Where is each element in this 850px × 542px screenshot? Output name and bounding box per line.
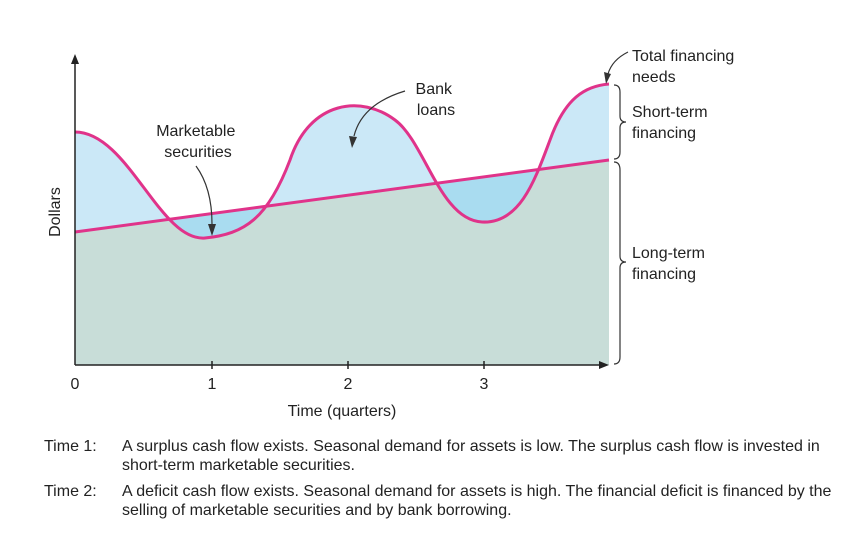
caption-list: Time 1: A surplus cash flow exists. Seas… (44, 437, 844, 527)
caption-time-2-text: A deficit cash flow exists. Seasonal dem… (122, 483, 832, 519)
total-financing-needs-curve (74, 82, 610, 240)
bank-loans-arrowhead (349, 136, 357, 148)
marketable-securities-pointer (195, 165, 213, 225)
x-axis-title: Time (quarters) (288, 403, 397, 420)
y-axis-title: Dollars (47, 187, 64, 237)
total-financing-needs-label: Total financing needs (632, 48, 739, 86)
short-term-brace (613, 84, 627, 160)
caption-time-2-label: Time 2: (44, 483, 97, 500)
caption-time-1-text: A surplus cash flow exists. Seasonal dem… (122, 438, 820, 474)
caption-time-1: Time 1: A surplus cash flow exists. Seas… (44, 437, 844, 475)
bank-loans-pointer (353, 90, 406, 137)
x-tick-label-0: 0 (71, 376, 80, 393)
x-tick-label-3: 3 (480, 376, 489, 393)
long-term-brace (613, 161, 627, 365)
y-axis-arrow (71, 54, 79, 64)
total-financing-needs-pointer (607, 51, 629, 75)
total-financing-needs-arrowhead (604, 72, 611, 84)
short-term-financing-label: Short-term financing (632, 104, 712, 142)
bank-loans-label: Bank loans (416, 81, 457, 119)
x-tick-label-1: 1 (208, 376, 217, 393)
caption-time-1-label: Time 1: (44, 438, 97, 455)
axes (71, 54, 609, 369)
long-term-financing-label: Long-term financing (632, 245, 709, 283)
marketable-securities-label: Marketable securities (156, 123, 240, 161)
x-axis-arrow (599, 361, 609, 369)
caption-time-2: Time 2: A deficit cash flow exists. Seas… (44, 482, 844, 520)
long-term-financing-line (74, 158, 610, 234)
financing-diagram: 0 1 2 3 Time (quarters) Dollars Marketab… (47, 48, 739, 420)
x-tick-label-2: 2 (344, 376, 353, 393)
marketable-securities-arrowhead (208, 224, 216, 236)
